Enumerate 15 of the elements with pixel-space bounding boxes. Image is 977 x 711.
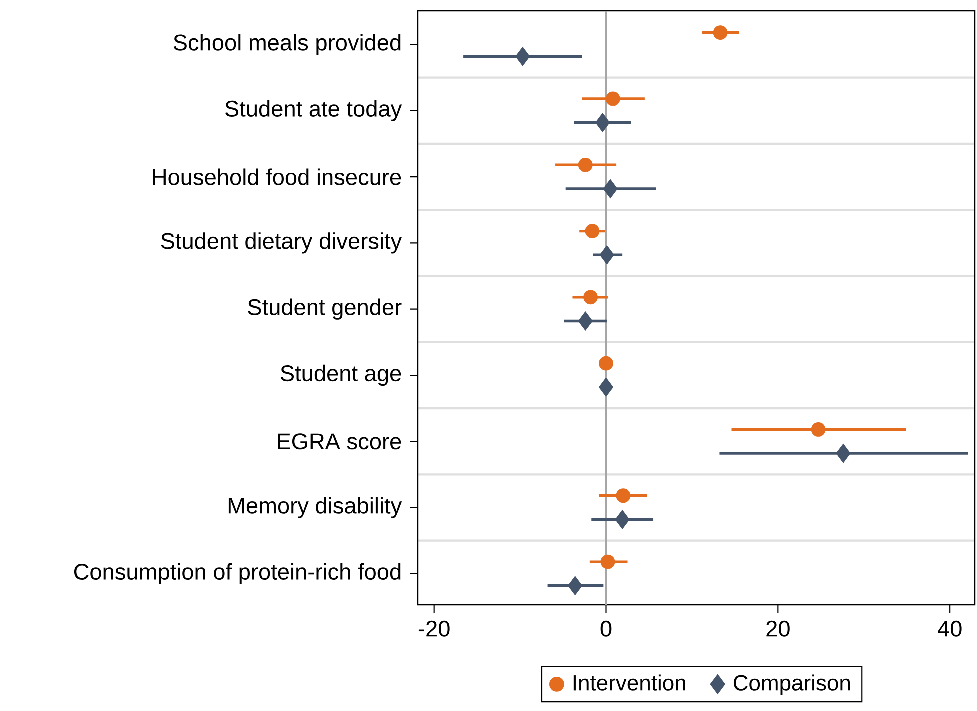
y-tick-label: Student gender [248,298,402,320]
legend-label: Intervention [574,674,686,691]
y-tick-label: Student dietary diversity [161,232,402,254]
y-tick-label: Household food insecure [153,168,402,186]
y-tick-label: Student ate today [226,100,402,122]
x-tick-label: 40 [938,620,962,637]
legend-label: Comparison [734,674,850,696]
y-tick-label: Memory disability [228,497,402,518]
x-tick-label: -20 [418,620,450,637]
y-tick-label: EGRA score [278,434,402,450]
x-tick-label: 20 [766,620,790,637]
x-tick-label: 0 [600,620,612,637]
y-tick-label: School meals provided [174,34,401,56]
y-tick-label: Consumption of protein-rich food [74,563,401,584]
y-tick-label: Student age [280,364,402,386]
